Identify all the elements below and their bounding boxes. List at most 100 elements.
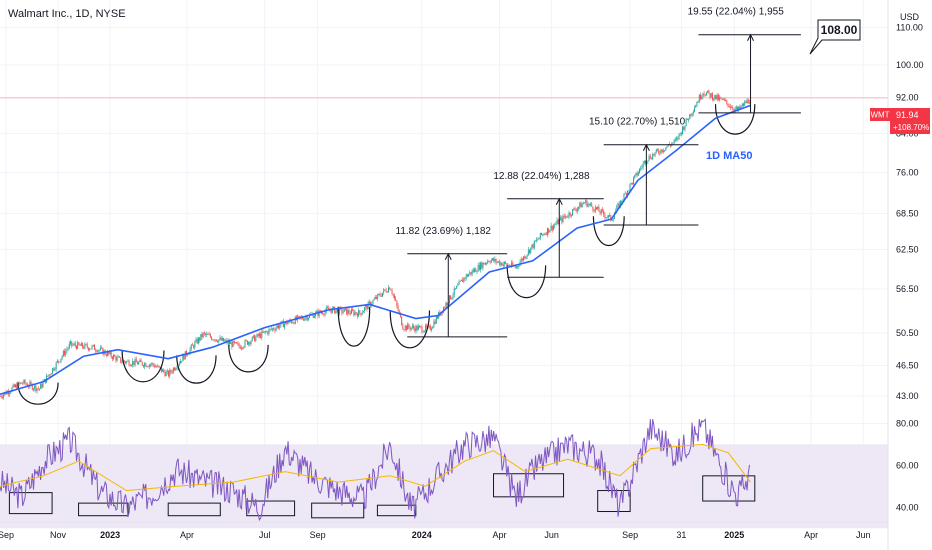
candle: [123, 360, 125, 362]
candle: [747, 99, 749, 103]
candle: [281, 320, 283, 322]
candle: [501, 262, 503, 266]
candle: [598, 206, 600, 212]
cup-pattern: [17, 382, 59, 405]
candle: [544, 233, 546, 235]
candle: [548, 228, 550, 233]
time-tick: Jul: [259, 530, 271, 540]
candle: [521, 258, 523, 261]
candle: [12, 384, 14, 388]
candle: [463, 277, 465, 282]
candle: [41, 383, 43, 388]
time-tick: Apr: [492, 530, 506, 540]
candle: [13, 384, 15, 387]
candle: [331, 308, 333, 313]
candle: [323, 314, 325, 316]
candle: [252, 335, 254, 337]
candle: [745, 101, 747, 104]
candle: [673, 139, 675, 143]
candle: [304, 318, 306, 321]
candle: [187, 354, 189, 356]
rsi-axis[interactable]: 80.00 60.00 40.00: [896, 418, 919, 512]
candle: [511, 262, 513, 267]
price-tick: 43.00: [896, 391, 919, 401]
candle: [568, 212, 570, 218]
candle: [196, 339, 198, 344]
candle: [629, 183, 631, 191]
candle: [557, 219, 559, 225]
candle: [472, 270, 474, 272]
candle: [445, 303, 447, 308]
candle: [561, 217, 563, 222]
candle: [163, 369, 165, 372]
candle: [667, 144, 669, 147]
rsi-box: [597, 490, 631, 513]
candle: [376, 297, 378, 299]
candle: [115, 356, 117, 361]
candle: [533, 240, 535, 248]
candle: [590, 203, 592, 205]
candle: [205, 333, 207, 335]
candle: [153, 364, 155, 368]
candle: [324, 311, 326, 315]
candle: [264, 331, 266, 333]
candle: [273, 328, 275, 330]
last-price: 91.94: [896, 110, 919, 120]
candle: [158, 365, 160, 367]
candle: [407, 324, 409, 330]
candle: [305, 316, 307, 319]
time-axis[interactable]: Sep Nov 2023 Apr Jul Sep 2024 Apr Jun Sep 31 2025 Ap…: [0, 530, 870, 540]
candle: [705, 92, 707, 96]
candle: [154, 366, 156, 368]
candle: [524, 256, 526, 259]
candle: [514, 266, 516, 268]
candle: [9, 392, 11, 395]
time-tick: Sep: [310, 530, 326, 540]
candle: [52, 368, 54, 374]
candle: [325, 307, 327, 312]
candle: [739, 106, 741, 109]
candle: [244, 340, 246, 347]
candle: [639, 168, 641, 173]
target-callout[interactable]: 108.00: [809, 19, 861, 55]
candle: [653, 154, 655, 156]
candle: [62, 351, 64, 357]
candle: [399, 313, 401, 317]
measure-annotations: 11.82 (23.69%) 1,182 12.88 (22.04%) 1,288…: [396, 7, 801, 338]
candle: [676, 138, 678, 140]
candle: [458, 281, 460, 285]
candle: [342, 311, 344, 313]
candle: [721, 98, 723, 100]
price-axis[interactable]: 110.00100.0092.0084.0076.0068.5062.5056.…: [896, 23, 924, 402]
candle: [617, 203, 619, 207]
candle: [432, 326, 434, 329]
candle: [520, 258, 522, 263]
candle: [469, 272, 471, 275]
symbol-label: WMT: [870, 111, 889, 120]
candle: [454, 288, 456, 290]
candle: [0, 396, 2, 398]
candle: [237, 343, 239, 345]
candle: [749, 102, 751, 104]
candle: [627, 190, 629, 196]
candle: [111, 356, 113, 359]
candle: [446, 303, 448, 305]
candle: [335, 310, 337, 314]
candle: [470, 272, 472, 275]
rsi-band: [0, 444, 888, 529]
candle: [344, 308, 346, 310]
candle: [239, 346, 241, 349]
candle: [452, 295, 454, 298]
cup-pattern: [337, 306, 371, 347]
candle: [647, 160, 649, 162]
candle: [21, 382, 23, 384]
candle: [190, 344, 192, 349]
candle: [616, 206, 618, 212]
candle: [530, 247, 532, 254]
candle: [737, 107, 739, 111]
candle: [346, 308, 348, 315]
rsi-box: [702, 475, 756, 502]
candle: [362, 311, 364, 313]
candle: [26, 384, 28, 387]
